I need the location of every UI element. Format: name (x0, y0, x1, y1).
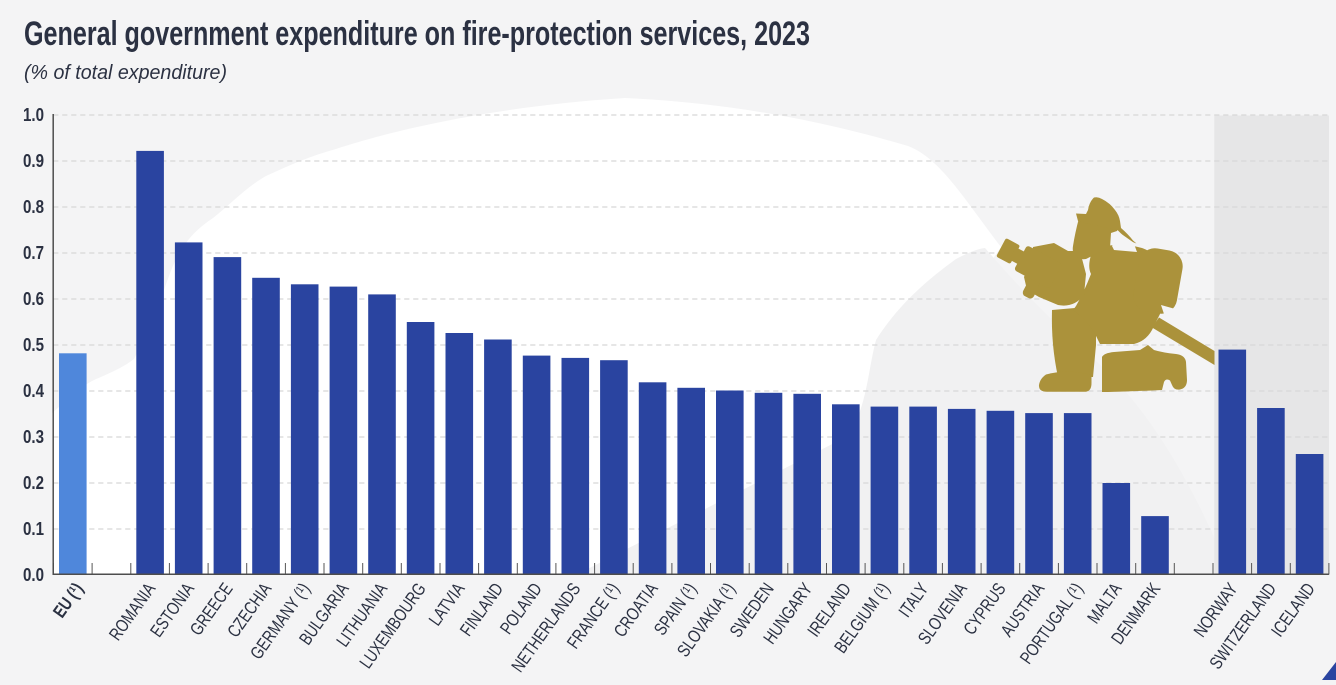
svg-text:0.0: 0.0 (23, 565, 44, 585)
svg-text:0.7: 0.7 (23, 243, 44, 263)
svg-text:0.4: 0.4 (23, 381, 44, 401)
svg-text:0.6: 0.6 (23, 289, 44, 309)
svg-text:1.0: 1.0 (23, 105, 44, 125)
svg-text:0.3: 0.3 (23, 427, 44, 447)
svg-text:0.9: 0.9 (23, 151, 44, 171)
svg-text:(% of total expenditure): (% of total expenditure) (24, 62, 227, 84)
svg-text:0.1: 0.1 (23, 519, 44, 539)
svg-text:0.5: 0.5 (23, 335, 44, 355)
svg-text:0.8: 0.8 (23, 197, 44, 217)
svg-text:0.2: 0.2 (23, 473, 44, 493)
svg-text:General government expenditure: General government expenditure on fire-p… (24, 15, 810, 53)
